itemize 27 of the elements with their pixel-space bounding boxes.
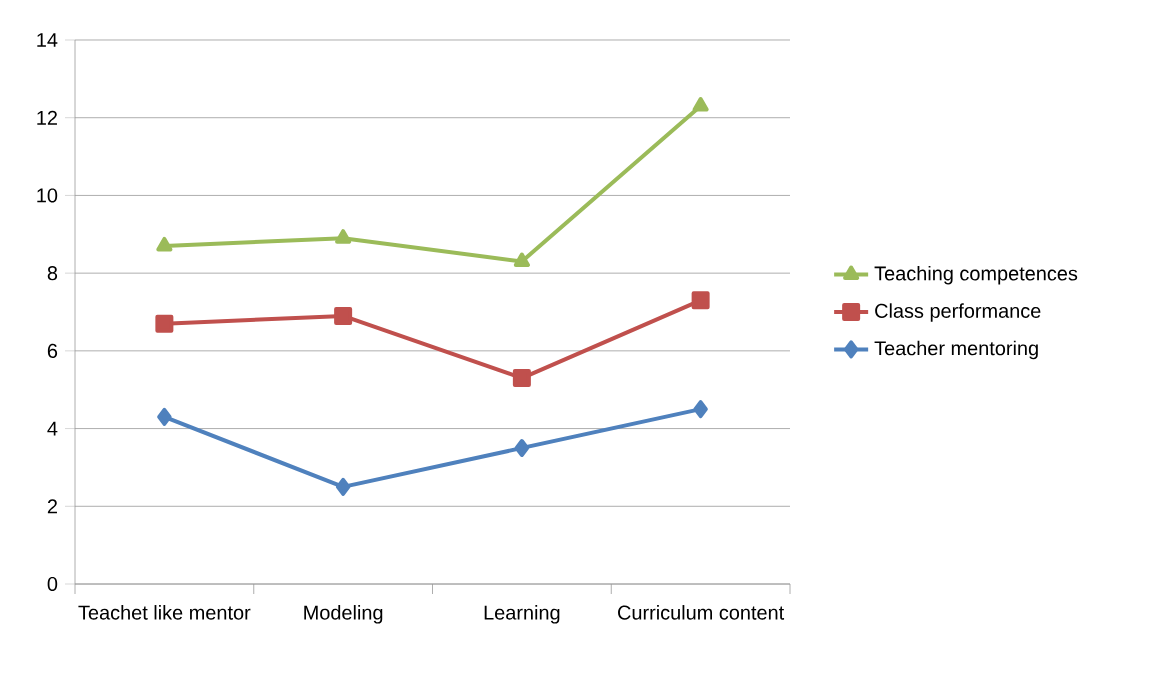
point <box>335 229 352 244</box>
point <box>691 291 710 310</box>
point <box>693 400 708 419</box>
point <box>157 407 172 426</box>
x-tick-label: Teachet like mentor <box>78 605 251 620</box>
point <box>155 314 174 333</box>
y-tick-label: 0 <box>47 576 58 592</box>
legend-label: Teaching competences <box>874 265 1078 285</box>
point <box>335 477 351 496</box>
y-tick-label: 6 <box>47 343 58 358</box>
point <box>513 252 530 267</box>
y-tick-label: 4 <box>47 421 58 436</box>
x-tick-label: Learning <box>484 605 560 624</box>
y-tick-label: 10 <box>37 188 58 203</box>
legend-label: Teacher mentoring <box>874 340 1038 360</box>
point <box>512 369 531 388</box>
y-tick-label: 2 <box>47 499 57 514</box>
y-tick-label: 14 <box>37 33 58 47</box>
legend-label: Class performance <box>875 303 1041 322</box>
point <box>692 97 709 112</box>
point <box>334 306 353 325</box>
point <box>514 439 530 457</box>
x-tick-label: Curriculum content <box>618 605 785 620</box>
x-tick-label: Modeling <box>304 605 383 624</box>
y-tick-label: 8 <box>47 266 58 281</box>
point <box>156 236 173 252</box>
y-tick-label: 12 <box>37 110 57 125</box>
